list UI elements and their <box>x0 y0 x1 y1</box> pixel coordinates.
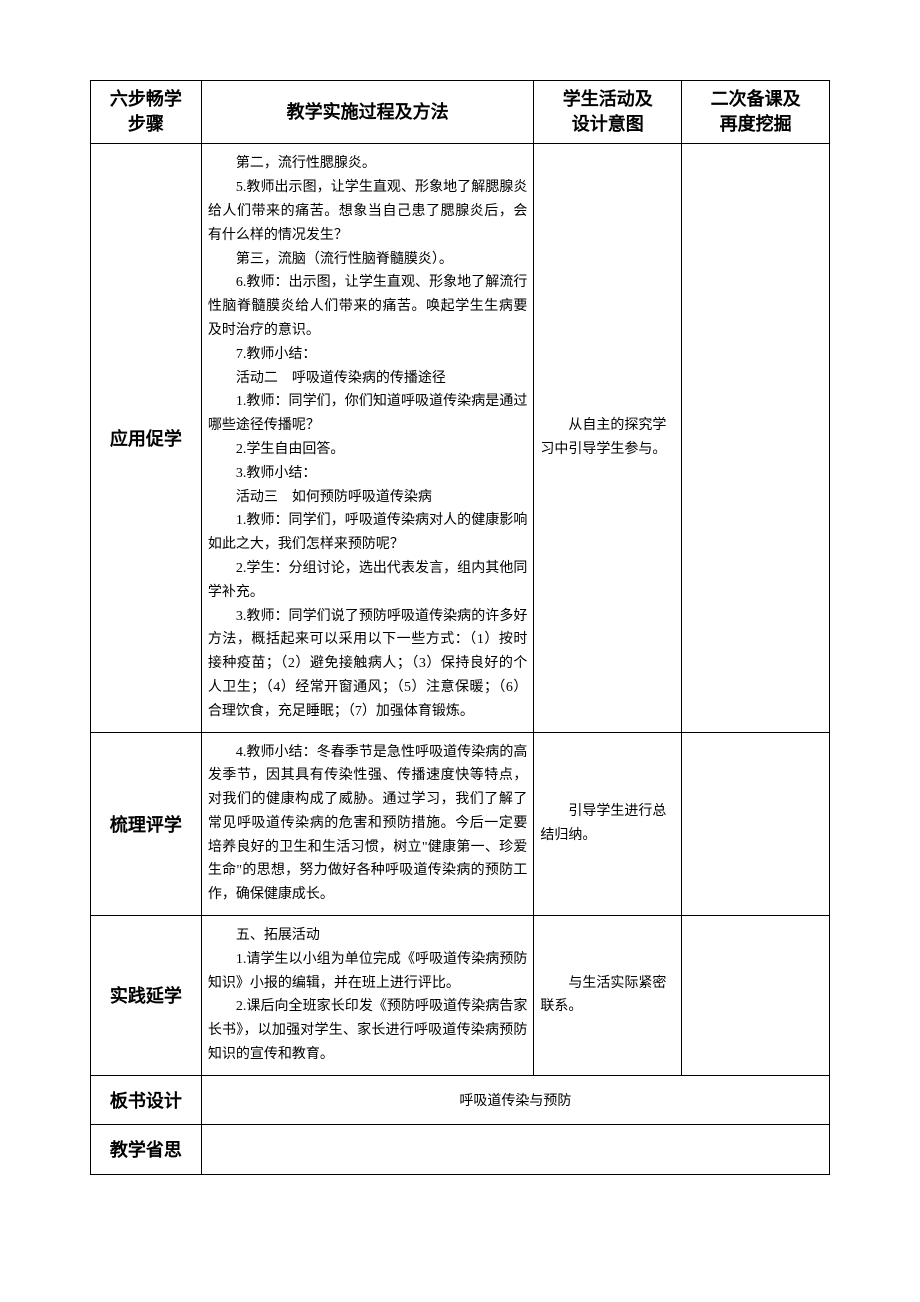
method-content: 第二，流行性腮腺炎。 5.教师出示图，让学生直观、形象地了解腮腺炎给人们带来的痛… <box>201 144 534 732</box>
method-paragraph: 活动二 呼吸道传染病的传播途径 <box>208 367 528 391</box>
board-design-label: 板书设计 <box>91 1075 202 1124</box>
method-paragraph: 1.教师：同学们，你们知道呼吸道传染病是通过哪些途径传播呢？ <box>208 390 528 438</box>
method-paragraph: 五、拓展活动 <box>208 924 528 948</box>
method-paragraph: 5.教师出示图，让学生直观、形象地了解腮腺炎给人们带来的痛苦。想象当自己患了腮腺… <box>208 176 528 247</box>
notes-content <box>682 916 830 1076</box>
lesson-plan-table: 六步畅学步骤 教学实施过程及方法 学生活动及设计意图 二次备课及再度挖掘 应用促… <box>90 80 830 1175</box>
table-row: 梳理评学 4.教师小结：冬春季节是急性呼吸道传染病的高发季节，因其具有传染性强、… <box>91 732 830 916</box>
step-label: 梳理评学 <box>91 732 202 916</box>
step-label: 应用促学 <box>91 144 202 732</box>
header-activity: 学生活动及设计意图 <box>534 81 682 144</box>
table-row: 实践延学 五、拓展活动 1.请学生以小组为单位完成《呼吸道传染病预防知识》小报的… <box>91 916 830 1076</box>
method-paragraph: 第三，流脑（流行性脑脊髓膜炎）。 <box>208 248 528 272</box>
method-paragraph: 1.请学生以小组为单位完成《呼吸道传染病预防知识》小报的编辑，并在班上进行评比。 <box>208 948 528 996</box>
method-content: 4.教师小结：冬春季节是急性呼吸道传染病的高发季节，因其具有传染性强、传播速度快… <box>201 732 534 916</box>
header-row: 六步畅学步骤 教学实施过程及方法 学生活动及设计意图 二次备课及再度挖掘 <box>91 81 830 144</box>
method-content: 五、拓展活动 1.请学生以小组为单位完成《呼吸道传染病预防知识》小报的编辑，并在… <box>201 916 534 1076</box>
activity-content: 与生活实际紧密联系。 <box>534 916 682 1076</box>
method-paragraph: 7.教师小结： <box>208 343 528 367</box>
method-paragraph: 3.教师：同学们说了预防呼吸道传染病的许多好方法，概括起来可以采用以下一些方式：… <box>208 605 528 724</box>
notes-content <box>682 732 830 916</box>
notes-content <box>682 144 830 732</box>
activity-content: 引导学生进行总结归纳。 <box>534 732 682 916</box>
method-paragraph: 2.学生：分组讨论，选出代表发言，组内其他同学补充。 <box>208 557 528 605</box>
reflection-content <box>201 1124 829 1174</box>
method-paragraph: 1.教师：同学们，呼吸道传染病对人的健康影响如此之大，我们怎样来预防呢？ <box>208 509 528 557</box>
activity-content: 从自主的探究学习中引导学生参与。 <box>534 144 682 732</box>
method-paragraph: 2.学生自由回答。 <box>208 438 528 462</box>
method-paragraph: 6.教师：出示图，让学生直观、形象地了解流行性脑脊髓膜炎给人们带来的痛苦。唤起学… <box>208 271 528 342</box>
method-paragraph: 4.教师小结：冬春季节是急性呼吸道传染病的高发季节，因其具有传染性强、传播速度快… <box>208 741 528 908</box>
board-design-content: 呼吸道传染与预防 <box>201 1075 829 1124</box>
header-method: 教学实施过程及方法 <box>201 81 534 144</box>
activity-paragraph: 引导学生进行总结归纳。 <box>540 800 675 848</box>
method-paragraph: 活动三 如何预防呼吸道传染病 <box>208 486 528 510</box>
activity-paragraph: 从自主的探究学习中引导学生参与。 <box>540 414 675 462</box>
header-step: 六步畅学步骤 <box>91 81 202 144</box>
board-design-row: 板书设计 呼吸道传染与预防 <box>91 1075 830 1124</box>
header-notes: 二次备课及再度挖掘 <box>682 81 830 144</box>
activity-paragraph: 与生活实际紧密联系。 <box>540 972 675 1020</box>
method-paragraph: 2.课后向全班家长印发《预防呼吸道传染病告家长书》，以加强对学生、家长进行呼吸道… <box>208 995 528 1066</box>
step-label: 实践延学 <box>91 916 202 1076</box>
reflection-row: 教学省思 <box>91 1124 830 1174</box>
table-row: 应用促学 第二，流行性腮腺炎。 5.教师出示图，让学生直观、形象地了解腮腺炎给人… <box>91 144 830 732</box>
reflection-label: 教学省思 <box>91 1124 202 1174</box>
method-paragraph: 第二，流行性腮腺炎。 <box>208 152 528 176</box>
method-paragraph: 3.教师小结： <box>208 462 528 486</box>
